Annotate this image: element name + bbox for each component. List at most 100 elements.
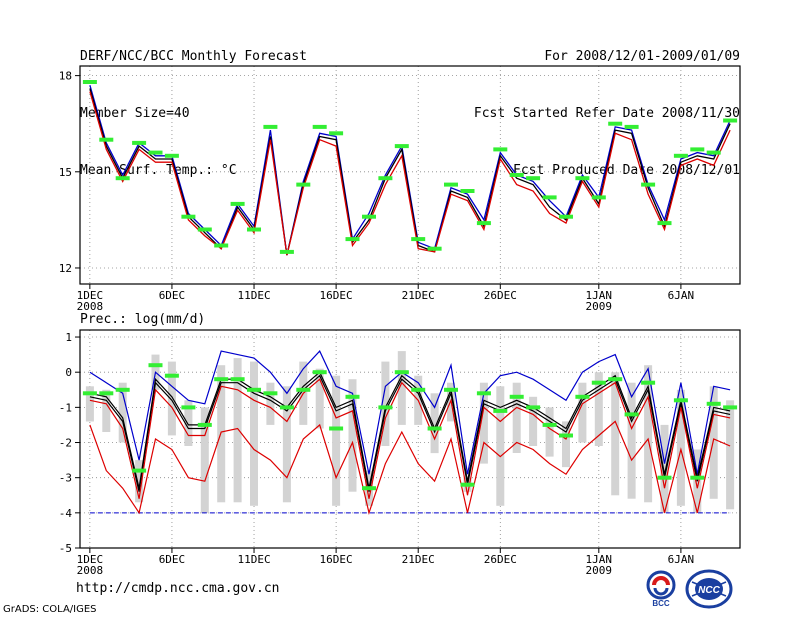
- x-tick-label: 11DEC: [237, 553, 270, 566]
- data-marker: [148, 150, 163, 155]
- data-marker: [723, 405, 738, 410]
- data-marker: [247, 227, 261, 232]
- data-marker: [575, 394, 590, 399]
- y-tick-label: -4: [59, 507, 73, 520]
- data-marker: [493, 147, 508, 152]
- data-marker: [263, 391, 278, 396]
- data-marker: [214, 377, 229, 382]
- data-marker: [164, 373, 179, 378]
- x-tick-label: 21DEC: [402, 553, 435, 566]
- data-marker: [657, 475, 672, 480]
- spread-bar: [200, 407, 209, 513]
- spread-bar: [348, 379, 357, 492]
- data-marker: [542, 195, 557, 200]
- data-marker: [526, 176, 541, 181]
- data-marker: [641, 380, 656, 385]
- data-marker: [115, 387, 130, 392]
- spread-bar: [430, 393, 439, 454]
- y-tick-label: 12: [59, 262, 72, 275]
- spread-bar: [709, 386, 718, 499]
- data-marker: [411, 387, 426, 392]
- data-marker: [444, 182, 458, 187]
- spread-bar: [266, 382, 275, 425]
- series-line-mean: [89, 88, 731, 256]
- data-marker: [476, 221, 491, 226]
- x-tick-label: 6DEC: [159, 289, 186, 302]
- ncc-logo-text: NCC: [698, 585, 720, 596]
- data-marker: [509, 394, 524, 399]
- data-marker: [706, 150, 721, 155]
- data-marker: [362, 486, 376, 491]
- bcc-logo-text: BCC: [652, 599, 670, 608]
- data-marker: [608, 121, 623, 126]
- series-line-lower: [89, 420, 731, 515]
- spread-bar: [332, 375, 341, 506]
- data-marker: [263, 124, 278, 129]
- data-marker: [411, 237, 426, 242]
- data-marker: [99, 391, 114, 396]
- source-url[interactable]: http://cmdp.ncc.cma.gov.cn: [76, 581, 280, 596]
- x-tick-label: 16DEC: [320, 553, 353, 566]
- data-marker: [279, 405, 294, 410]
- series-line-lower_inner: [89, 378, 731, 499]
- data-marker: [296, 182, 311, 187]
- series-line-mean2: [89, 374, 731, 492]
- data-marker: [476, 391, 491, 396]
- data-marker: [460, 482, 475, 487]
- y-tick-label: -5: [59, 542, 72, 555]
- data-marker: [575, 176, 590, 181]
- data-marker: [673, 398, 688, 403]
- data-marker: [591, 195, 606, 200]
- data-marker: [591, 380, 606, 385]
- plot-frame: [79, 65, 741, 285]
- x-tick-label: 26DEC: [484, 553, 517, 566]
- data-marker: [608, 377, 623, 382]
- data-marker: [362, 214, 376, 219]
- spread-bar: [594, 372, 603, 446]
- x-tick-year-label: 2008: [77, 300, 104, 313]
- series-line-upper: [89, 85, 731, 256]
- y-tick-label: 15: [59, 166, 72, 179]
- data-marker: [641, 182, 656, 187]
- x-tick-label: 16DEC: [320, 289, 353, 302]
- data-marker: [148, 363, 163, 368]
- data-marker: [493, 408, 508, 413]
- spread-bar: [496, 386, 505, 506]
- data-marker: [706, 401, 721, 406]
- y-tick-label: -3: [59, 472, 72, 485]
- data-marker: [509, 173, 524, 177]
- x-tick-label: 6DEC: [159, 553, 186, 566]
- data-marker: [247, 387, 261, 392]
- data-marker: [624, 412, 639, 417]
- spread-bar: [660, 424, 669, 513]
- data-marker: [444, 387, 458, 392]
- forecast-start-date: Fcst Started Refer Date 2008/11/30: [473, 106, 740, 121]
- series-line-mean: [89, 371, 731, 489]
- data-marker: [214, 243, 229, 248]
- data-marker: [378, 405, 393, 410]
- grads-credit: GrADS: COLA/IGES: [3, 604, 97, 615]
- y-tick-label: 18: [59, 70, 72, 83]
- data-marker: [296, 387, 311, 392]
- data-marker: [427, 246, 442, 251]
- data-marker: [132, 140, 147, 145]
- data-marker: [394, 144, 409, 149]
- spread-bar: [167, 361, 176, 436]
- spread-bar: [102, 389, 111, 432]
- x-tick-label: 6JAN: [668, 553, 695, 566]
- data-marker: [115, 176, 130, 181]
- data-marker: [197, 422, 212, 427]
- spread-bar: [545, 407, 554, 457]
- spread-bar: [562, 421, 570, 468]
- x-tick-label: 1JAN: [586, 553, 613, 566]
- data-marker: [230, 201, 245, 206]
- data-marker: [279, 249, 294, 254]
- data-marker: [132, 468, 147, 473]
- data-marker: [164, 153, 179, 158]
- header-right: For 2008/12/01-2009/01/09 Fcst Started R…: [474, 9, 740, 199]
- spread-bar: [233, 358, 242, 503]
- data-marker: [181, 405, 196, 410]
- data-marker: [345, 237, 360, 242]
- data-marker: [329, 131, 344, 136]
